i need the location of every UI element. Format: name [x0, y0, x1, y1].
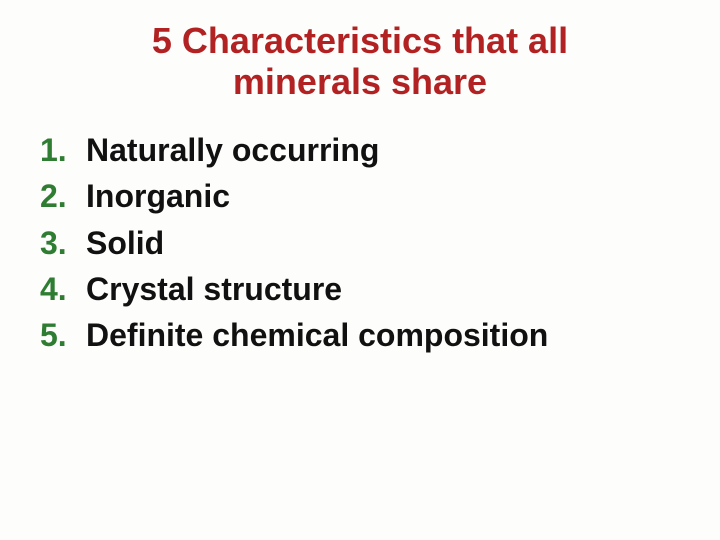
item-number: 5. — [40, 312, 86, 358]
item-text: Inorganic — [86, 173, 230, 219]
item-number: 4. — [40, 266, 86, 312]
list-item: 2. Inorganic — [40, 173, 680, 219]
list-item: 5. Definite chemical composition — [40, 312, 680, 358]
characteristics-list: 1. Naturally occurring 2. Inorganic 3. S… — [40, 127, 680, 359]
item-text: Crystal structure — [86, 266, 342, 312]
item-text: Definite chemical composition — [86, 312, 548, 358]
slide-title: 5 Characteristics that all minerals shar… — [40, 20, 680, 103]
title-line-2: minerals share — [233, 61, 487, 102]
list-item: 3. Solid — [40, 220, 680, 266]
item-text: Solid — [86, 220, 164, 266]
item-number: 2. — [40, 173, 86, 219]
item-text: Naturally occurring — [86, 127, 379, 173]
title-line-1: 5 Characteristics that all — [152, 20, 568, 61]
item-number: 1. — [40, 127, 86, 173]
item-number: 3. — [40, 220, 86, 266]
list-item: 1. Naturally occurring — [40, 127, 680, 173]
list-item: 4. Crystal structure — [40, 266, 680, 312]
